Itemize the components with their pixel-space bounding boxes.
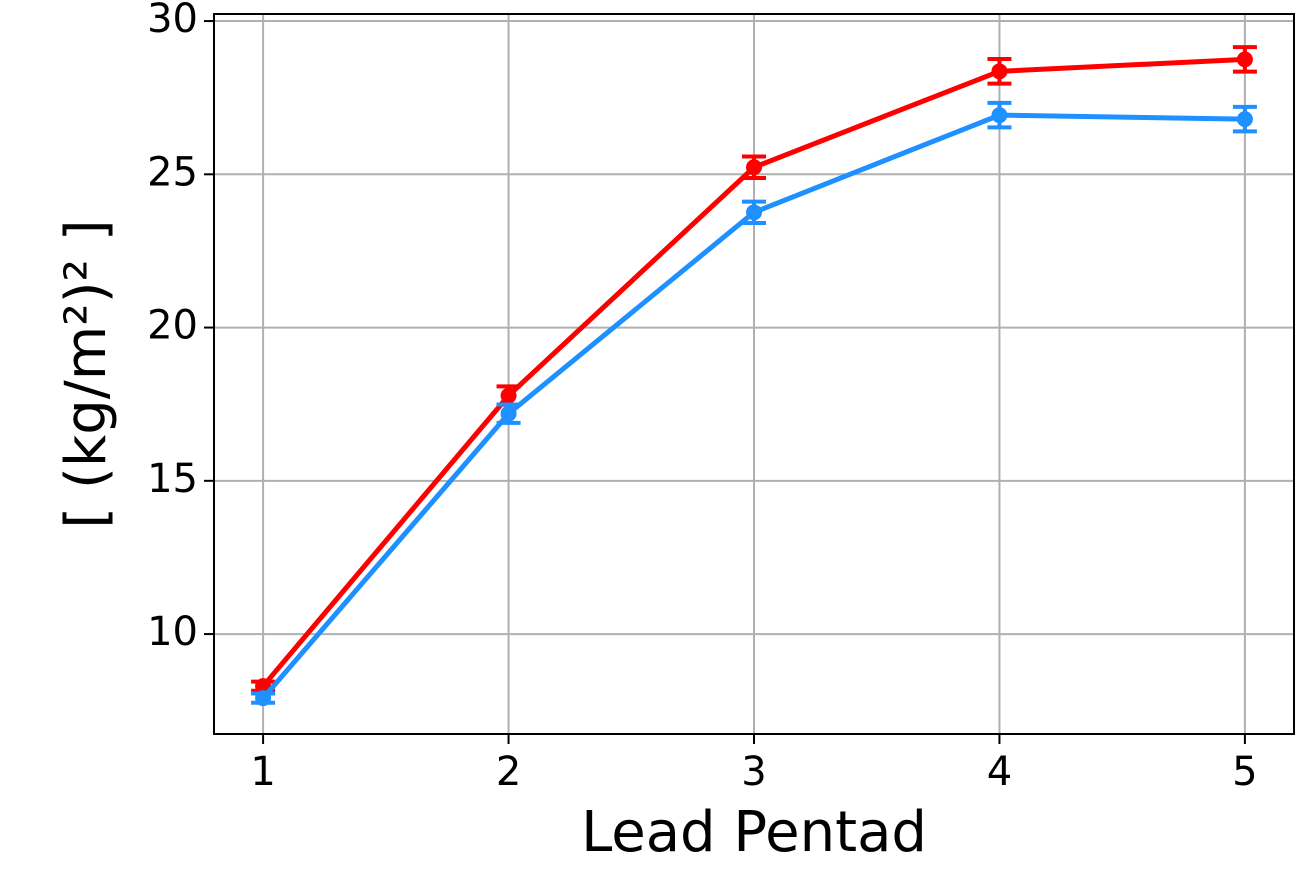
y-tick-label: 20 xyxy=(147,303,198,349)
data-point xyxy=(255,690,272,707)
data-point xyxy=(500,387,517,404)
y-tick-label: 25 xyxy=(147,149,198,195)
x-tick-label: 3 xyxy=(741,749,766,795)
x-tick-label: 5 xyxy=(1232,749,1257,795)
x-tick-label: 2 xyxy=(496,749,521,795)
data-point xyxy=(991,63,1008,80)
x-tick-label: 4 xyxy=(987,749,1012,795)
y-tick-label: 15 xyxy=(147,456,198,502)
data-point xyxy=(500,405,517,422)
y-tick-label: 10 xyxy=(147,609,198,655)
y-axis-label: [ (kg/m²)² ] xyxy=(54,219,119,528)
data-point xyxy=(991,107,1008,124)
x-tick-label: 1 xyxy=(250,749,275,795)
x-axis-label: Lead Pentad xyxy=(581,800,927,865)
data-point xyxy=(746,159,762,176)
data-point xyxy=(1236,51,1253,68)
data-point xyxy=(746,204,762,221)
y-tick-label: 30 xyxy=(147,0,198,42)
plot-frame xyxy=(213,13,1295,735)
data-point xyxy=(1236,111,1253,128)
